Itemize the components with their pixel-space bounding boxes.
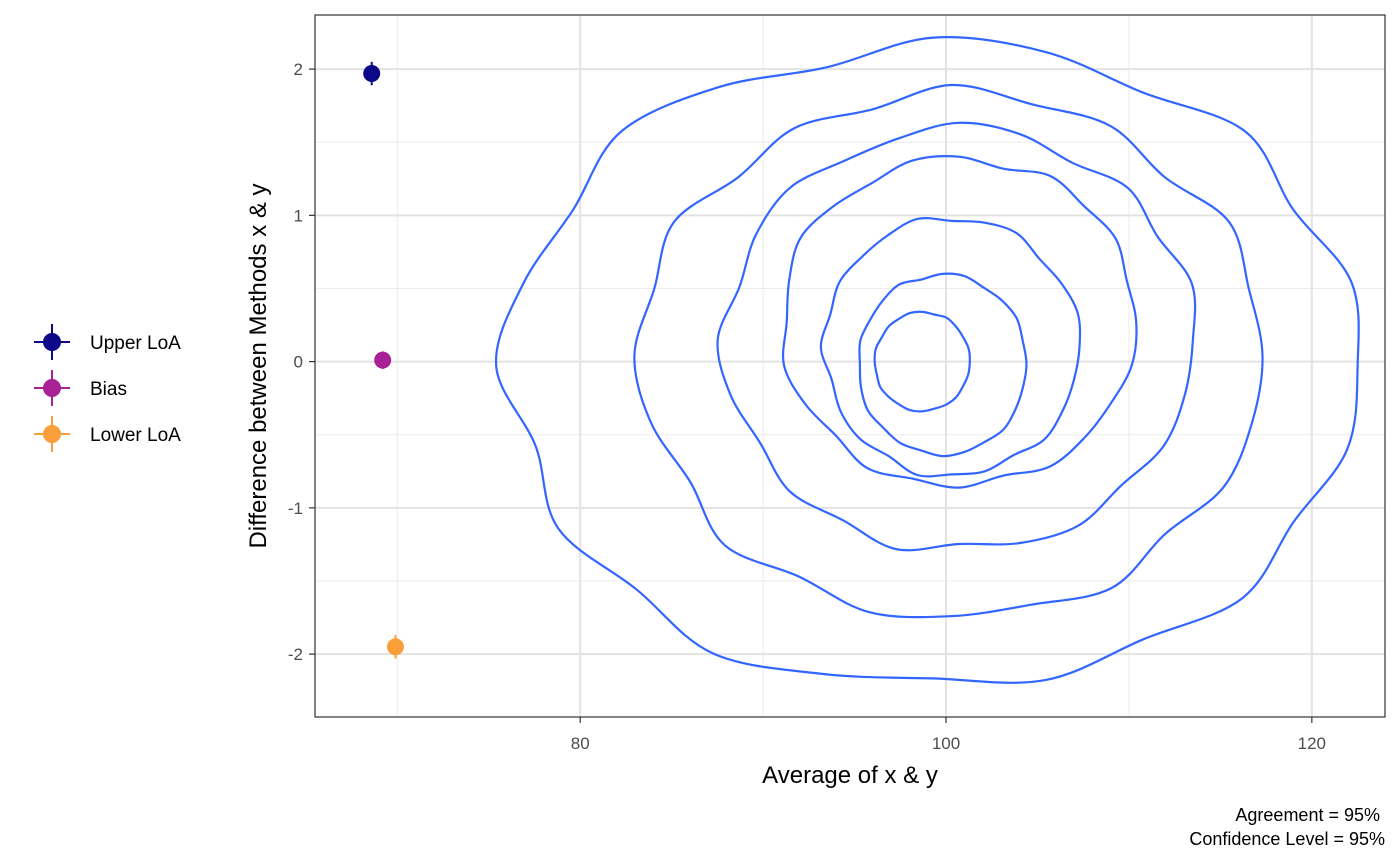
y-tick-label: -1 — [288, 499, 303, 518]
legend-key-lower-loa-dot — [43, 425, 61, 443]
density-contour-level-5 — [819, 217, 1082, 478]
x-tick-label: 120 — [1298, 734, 1326, 753]
lower-loa-point — [386, 638, 404, 656]
legend-label-lower-loa: Lower LoA — [90, 425, 181, 446]
y-tick-label: 2 — [294, 60, 303, 79]
x-axis-title: Average of x & y — [762, 762, 938, 789]
density-contour-level-7 — [873, 310, 971, 413]
x-tick-label: 80 — [571, 734, 590, 753]
density-contour-level-2 — [633, 83, 1264, 619]
density-contour-level-1 — [495, 36, 1360, 684]
plot-panel — [314, 14, 1386, 718]
legend-label-upper-loa: Upper LoA — [90, 333, 181, 354]
density-contour-level-4 — [781, 155, 1138, 489]
panel-background — [315, 15, 1385, 717]
x-axis-ticks: 80 100 120 — [571, 717, 1326, 753]
caption-confidence: Confidence Level = 95% — [1189, 829, 1385, 849]
y-tick-label: -2 — [288, 645, 303, 664]
loa-points — [363, 61, 404, 659]
grid-major-lines — [315, 15, 1385, 717]
density-contours — [495, 36, 1360, 684]
grid-minor-lines — [315, 15, 1385, 717]
y-tick-label: 1 — [294, 206, 303, 225]
y-tick-label: 0 — [294, 353, 303, 372]
x-tick-label: 100 — [932, 734, 960, 753]
y-axis-ticks: 2 1 0 -1 -2 — [288, 60, 315, 664]
density-contour-level-6 — [858, 272, 1028, 458]
y-axis-title: Difference between Methods x & y — [245, 183, 272, 548]
panel-border — [314, 14, 1386, 718]
legend-key-upper-loa-dot — [43, 333, 61, 351]
legend: Upper LoA Bias Lower LoA — [34, 324, 181, 452]
density-contour-level-3 — [716, 121, 1197, 552]
bias-point — [374, 351, 392, 369]
legend-label-bias: Bias — [90, 379, 127, 400]
upper-loa-point — [363, 65, 381, 82]
legend-key-bias-dot — [43, 379, 61, 397]
caption-agreement: Agreement = 95% — [1235, 805, 1380, 825]
